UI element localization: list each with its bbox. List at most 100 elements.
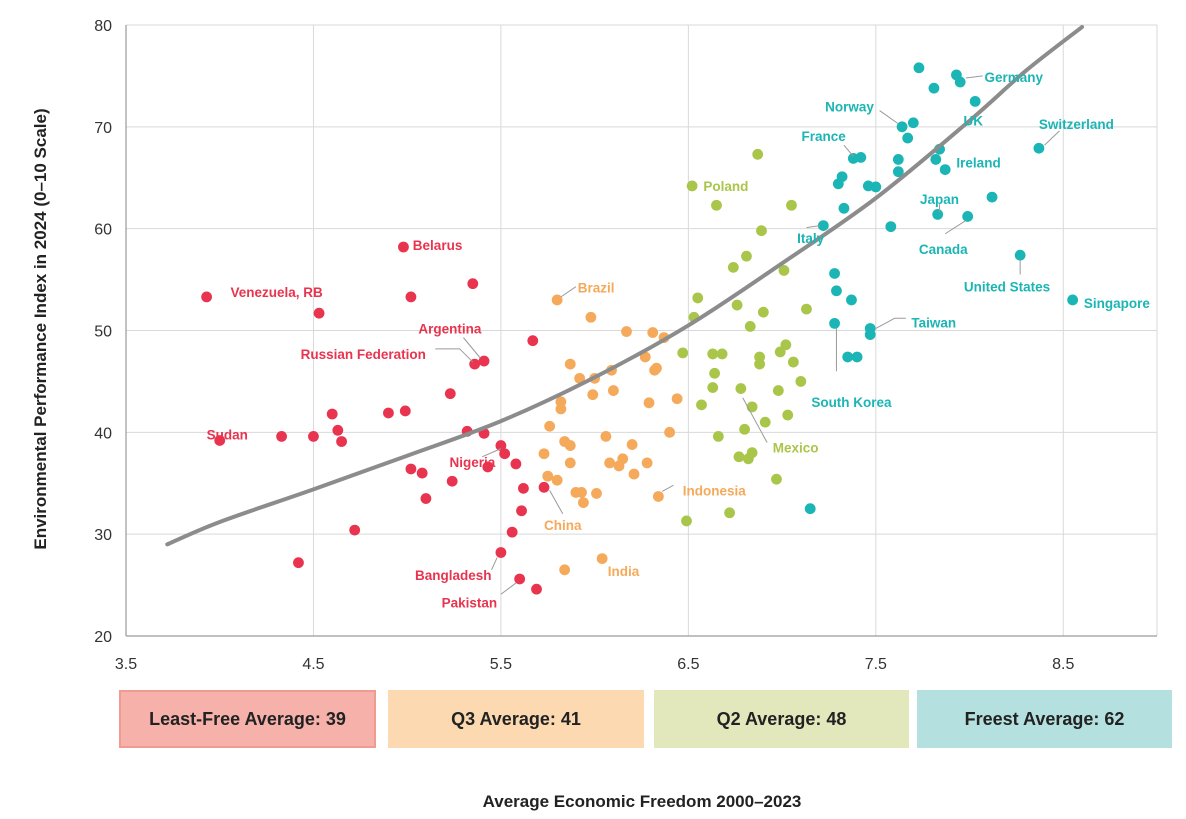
x-tick-label: 7.5 bbox=[865, 656, 887, 673]
data-point-freest bbox=[892, 166, 904, 178]
annotation-venezuela-rb: Venezuela, RB bbox=[231, 285, 324, 300]
data-point-freest bbox=[851, 351, 863, 363]
annotation-poland: Poland bbox=[703, 179, 748, 194]
annotation-france: France bbox=[802, 129, 847, 144]
data-point-q3 bbox=[585, 311, 597, 323]
data-point-q2 bbox=[741, 250, 752, 262]
data-point-q3 bbox=[587, 389, 599, 401]
data-point-q2 bbox=[782, 409, 794, 421]
quartile-least-free-box: Least-Free Average: 39 bbox=[119, 690, 376, 748]
gridlines bbox=[125, 24, 1158, 637]
annotation-pakistan: Pakistan bbox=[442, 595, 498, 610]
data-point-q2 bbox=[727, 261, 739, 273]
annotation-leader-line bbox=[661, 484, 674, 492]
data-point-q3 bbox=[596, 553, 608, 565]
data-point-q2 bbox=[681, 515, 692, 527]
data-point-q2 bbox=[744, 321, 756, 332]
data-point-q2 bbox=[677, 347, 689, 359]
data-point-least-free bbox=[313, 307, 325, 319]
annotation-leader-line bbox=[944, 220, 967, 235]
annotation-leader-line bbox=[742, 397, 768, 443]
data-point-least-free bbox=[399, 405, 411, 417]
data-point-q3 bbox=[604, 457, 616, 469]
data-point-least-free bbox=[514, 573, 526, 585]
data-point-q3 bbox=[544, 420, 556, 432]
data-point-freest bbox=[870, 181, 882, 193]
annotation-norway: Norway bbox=[825, 99, 874, 114]
data-point-freest bbox=[892, 154, 904, 165]
annotation-uk: UK bbox=[964, 114, 984, 129]
annotation-leader-line bbox=[463, 337, 481, 359]
data-point-q2 bbox=[795, 376, 807, 387]
data-point-q2 bbox=[746, 447, 758, 459]
annotation-indonesia: Indonesia bbox=[683, 483, 747, 498]
data-point-q3 bbox=[555, 403, 567, 415]
data-point-q3 bbox=[559, 564, 571, 576]
data-point-q2 bbox=[696, 399, 707, 411]
quartile-freest-box: Freest Average: 62 bbox=[917, 690, 1172, 748]
data-point-q2 bbox=[716, 348, 728, 360]
data-point-least-free bbox=[518, 482, 529, 494]
data-point-least-free bbox=[405, 463, 417, 475]
annotation-united-states: United States bbox=[964, 280, 1050, 295]
data-point-freest bbox=[804, 503, 816, 515]
data-point-least-free bbox=[416, 467, 428, 479]
data-point-q3 bbox=[617, 453, 629, 465]
data-point-least-free bbox=[214, 435, 226, 446]
annotation-leader-line bbox=[879, 110, 899, 125]
annotation-switzerland: Switzerland bbox=[1039, 117, 1114, 132]
data-point-least-free bbox=[308, 431, 319, 442]
data-point-least-free bbox=[516, 505, 527, 517]
y-tick-labels: 20 30 40 50 60 70 80 bbox=[94, 18, 112, 646]
data-point-q2 bbox=[707, 382, 719, 393]
annotation-leader-line bbox=[549, 490, 564, 515]
quartile-least-free-label: Least-Free Average: 39 bbox=[149, 708, 346, 729]
axes bbox=[125, 25, 1157, 637]
annotation-leader-line bbox=[965, 75, 983, 79]
annotation-brazil: Brazil bbox=[578, 281, 615, 296]
data-point-q3 bbox=[542, 470, 554, 482]
data-point-q2 bbox=[754, 351, 765, 363]
data-point-q2 bbox=[709, 367, 721, 379]
data-point-q2 bbox=[759, 416, 771, 428]
annotation-leader-line bbox=[481, 448, 502, 458]
data-point-q2 bbox=[778, 265, 790, 276]
data-point-least-free bbox=[527, 335, 539, 347]
y-tick-label: 70 bbox=[94, 120, 112, 137]
data-point-freest bbox=[1067, 294, 1079, 306]
data-point-q3 bbox=[671, 393, 683, 405]
data-point-freest bbox=[1033, 142, 1045, 154]
data-point-q2 bbox=[739, 423, 750, 435]
annotation-leader-line bbox=[843, 144, 854, 157]
annotation-leader-line bbox=[875, 317, 906, 329]
data-point-freest bbox=[836, 171, 848, 183]
data-point-q2 bbox=[752, 148, 764, 160]
data-point-q2 bbox=[786, 199, 797, 211]
data-point-freest bbox=[831, 285, 842, 297]
data-point-least-free bbox=[201, 291, 213, 303]
data-point-q3 bbox=[664, 426, 676, 438]
data-point-freest bbox=[838, 202, 850, 214]
x-axis-title: Average Economic Freedom 2000–2023 bbox=[483, 792, 802, 811]
data-point-q3 bbox=[652, 491, 664, 502]
data-point-q2 bbox=[733, 451, 745, 463]
data-point-freest bbox=[928, 82, 940, 94]
quartile-freest-label: Freest Average: 62 bbox=[964, 708, 1125, 729]
annotation-russian-federation: Russian Federation bbox=[301, 347, 426, 362]
y-tick-label: 20 bbox=[94, 629, 112, 646]
y-tick-label: 50 bbox=[94, 324, 112, 341]
data-point-q2 bbox=[801, 303, 812, 315]
y-axis-title: Environmental Performance Index in 2024 … bbox=[31, 108, 50, 549]
x-tick-labels: 3.5 4.5 5.5 6.5 7.5 8.5 bbox=[115, 656, 1075, 673]
annotation-sudan: Sudan bbox=[207, 427, 248, 442]
data-point-least-free bbox=[326, 408, 338, 420]
data-point-q2 bbox=[692, 292, 704, 304]
data-point-q3 bbox=[564, 457, 576, 469]
quartile-q3-label: Q3 Average: 41 bbox=[451, 708, 581, 729]
data-point-least-free bbox=[336, 436, 347, 447]
x-tick-label: 8.5 bbox=[1052, 656, 1074, 673]
data-point-least-free bbox=[383, 407, 394, 419]
data-point-freest bbox=[1014, 249, 1026, 261]
data-point-q2 bbox=[735, 383, 747, 394]
annotation-singapore: Singapore bbox=[1084, 296, 1151, 311]
